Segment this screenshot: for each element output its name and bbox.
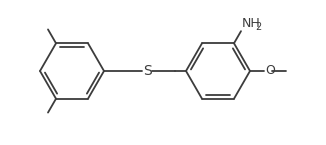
Text: O: O xyxy=(265,65,275,77)
Text: NH: NH xyxy=(242,17,261,30)
Text: 2: 2 xyxy=(255,22,261,32)
Text: S: S xyxy=(143,64,151,78)
